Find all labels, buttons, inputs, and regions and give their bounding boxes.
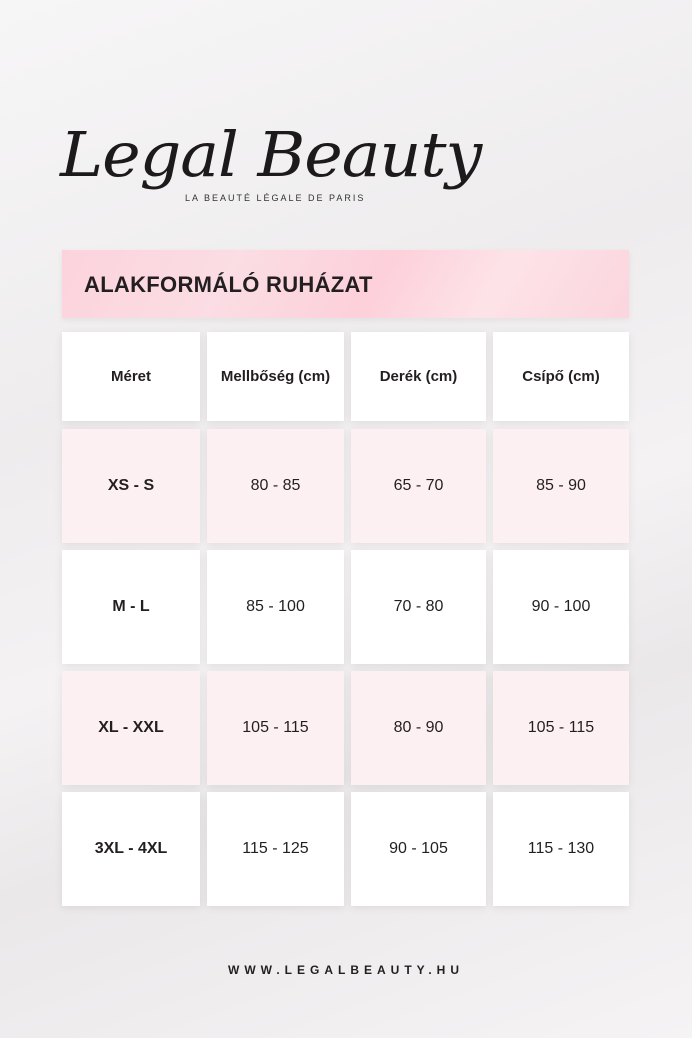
measurement-cell: 105 - 115 — [207, 671, 344, 785]
page-title: ALAKFORMÁLÓ RUHÁZAT — [84, 272, 373, 297]
measurement-cell: 85 - 90 — [493, 429, 629, 543]
size-label-cell: M - L — [62, 550, 200, 664]
size-label-cell: XS - S — [62, 429, 200, 543]
measurement-cell: 115 - 130 — [493, 792, 629, 906]
column-header: Méret — [62, 332, 200, 421]
logo-tagline: LA BEAUTÉ LÉGALE DE PARIS — [185, 193, 366, 203]
size-label-cell: 3XL - 4XL — [62, 792, 200, 906]
measurement-cell: 80 - 85 — [207, 429, 344, 543]
logo-wordmark: Legal Beauty — [60, 118, 482, 191]
logo: Legal Beauty LA BEAUTÉ LÉGALE DE PARIS — [60, 118, 482, 213]
measurement-cell: 90 - 105 — [351, 792, 486, 906]
measurement-cell: 70 - 80 — [351, 550, 486, 664]
title-banner: ALAKFORMÁLÓ RUHÁZAT — [62, 250, 629, 318]
measurement-cell: 65 - 70 — [351, 429, 486, 543]
measurement-cell: 105 - 115 — [493, 671, 629, 785]
column-header: Mellbőség (cm) — [207, 332, 344, 421]
measurement-cell: 85 - 100 — [207, 550, 344, 664]
size-label-cell: XL - XXL — [62, 671, 200, 785]
column-header: Derék (cm) — [351, 332, 486, 421]
website-url: WWW.LEGALBEAUTY.HU — [228, 963, 464, 977]
measurement-cell: 80 - 90 — [351, 671, 486, 785]
measurement-cell: 115 - 125 — [207, 792, 344, 906]
column-header: Csípő (cm) — [493, 332, 629, 421]
measurement-cell: 90 - 100 — [493, 550, 629, 664]
